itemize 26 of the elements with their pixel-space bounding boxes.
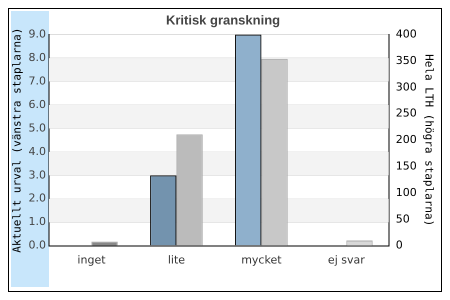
y-tick-label: 0.0	[28, 238, 46, 252]
y2-axis-title: Hela LTH (högra staplarna)	[422, 54, 436, 226]
y2-tick-label: 250	[396, 106, 417, 120]
x-tick-label: inget	[77, 253, 106, 266]
y-tick-label: 3.0	[28, 168, 46, 182]
y-tick-label: 1.0	[28, 215, 46, 228]
y-axis-title: Aktuellt urval (vänstra staplarna)	[10, 28, 24, 253]
y-tick-label: 2.0	[28, 192, 46, 205]
y-tick-label: 8.0	[28, 50, 46, 64]
x-tick-label: lite	[168, 253, 186, 266]
chart-title: Kritisk granskning	[166, 12, 280, 28]
x-tick-label: mycket	[241, 253, 282, 266]
y-tick-label: 7.0	[28, 74, 46, 88]
y-tick-label: 5.0	[28, 121, 46, 134]
y-tick-label: 4.0	[28, 144, 46, 158]
y2-tick-label: 400	[396, 27, 417, 40]
y2-tick-label: 100	[396, 186, 417, 199]
y2-tick-label: 0	[396, 238, 403, 252]
x-tick-label: ej svar	[328, 253, 366, 266]
y2-tick-label: 200	[396, 133, 417, 146]
y2-tick-label: 50	[396, 212, 410, 226]
y2-tick-label: 150	[396, 159, 417, 172]
y-tick-label: 9.0	[28, 27, 46, 40]
y-tick-label: 6.0	[28, 98, 46, 111]
y2-tick-label: 300	[396, 80, 417, 94]
y2-tick-label: 350	[396, 54, 417, 67]
